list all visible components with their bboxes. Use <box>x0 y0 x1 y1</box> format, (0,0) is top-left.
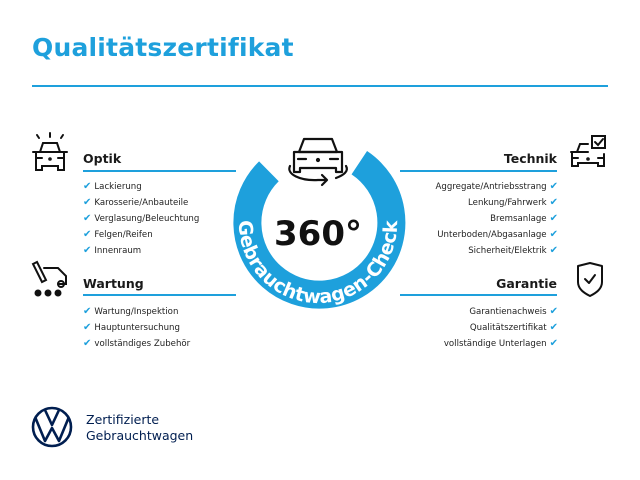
optik-heading: Optik <box>83 151 122 166</box>
title-divider <box>32 85 608 87</box>
garantie-list: Garantienachweis ✔ Qualitätszertifikat ✔ v… <box>444 304 558 352</box>
check-icon: ✔ <box>549 338 558 349</box>
optik-list: ✔ Lackierung ✔ Karosserie/Anbauteile ✔ Verg… <box>83 179 199 259</box>
check-icon: ✔ <box>549 197 558 208</box>
ring-arc <box>233 151 406 309</box>
car-lights-icon <box>32 132 68 171</box>
check-icon: ✔ <box>83 213 92 224</box>
check-360-badge: 360° Gebrauchtwagen-Check <box>233 137 406 309</box>
list-item: Aggregate/Antriebsstrang ✔ <box>435 181 558 192</box>
vw-logo <box>31 406 73 448</box>
optik-divider <box>83 170 236 172</box>
list-item: ✔ vollständiges Zubehör <box>83 338 191 349</box>
wartung-list: ✔ Wartung/Inspektion ✔ Hauptuntersuchung ✔… <box>83 304 190 352</box>
degrees-label: 360° <box>274 214 362 254</box>
list-item: Bremsanlage ✔ <box>490 213 558 224</box>
technik-divider <box>400 170 557 172</box>
check-icon: ✔ <box>83 322 92 333</box>
check-icon: ✔ <box>549 322 558 333</box>
brand-label: Zertifizierte Gebrauchtwagen <box>86 412 194 443</box>
page-title: Qualitätszertifikat <box>32 33 294 62</box>
list-item: ✔ Verglasung/Beleuchtung <box>83 213 200 224</box>
list-item: Garantienachweis ✔ <box>469 306 558 317</box>
check-icon: ✔ <box>549 306 558 317</box>
check-icon: ✔ <box>83 338 92 349</box>
check-icon: ✔ <box>83 181 92 192</box>
wartung-heading: Wartung <box>83 276 144 291</box>
list-item: ✔ Innenraum <box>83 245 142 256</box>
shield-check-icon <box>577 262 603 297</box>
check-icon: ✔ <box>549 213 558 224</box>
check-icon: ✔ <box>549 229 558 240</box>
garantie-divider <box>400 294 557 296</box>
garantie-heading: Garantie <box>496 276 557 291</box>
list-item: vollständige Unterlagen ✔ <box>443 338 558 349</box>
list-item: Unterboden/Abgasanlage ✔ <box>437 229 558 240</box>
list-item: ✔ Lackierung <box>83 181 142 192</box>
service-tools-icon <box>31 260 67 297</box>
check-icon: ✔ <box>549 245 558 256</box>
wartung-divider <box>83 294 236 296</box>
technik-heading: Technik <box>503 151 557 166</box>
check-icon: ✔ <box>83 197 92 208</box>
technik-list: Aggregate/Antriebsstrang ✔ Lenkung/Fahrwe… <box>436 179 558 259</box>
list-item: Lenkung/Fahrwerk ✔ <box>468 197 558 208</box>
check-icon: ✔ <box>549 181 558 192</box>
list-item: ✔ Felgen/Reifen <box>83 229 153 240</box>
list-item: Sicherheit/Elektrik ✔ <box>468 245 558 256</box>
list-item: ✔ Hauptuntersuchung <box>83 322 180 333</box>
car-rotate-icon <box>288 137 348 187</box>
check-icon: ✔ <box>83 229 92 240</box>
check-icon: ✔ <box>83 245 92 256</box>
list-item: ✔ Wartung/Inspektion <box>83 306 179 317</box>
check-icon: ✔ <box>83 306 92 317</box>
list-item: ✔ Karosserie/Anbauteile <box>83 197 189 208</box>
car-checkbox-icon <box>570 135 606 167</box>
list-item: Qualitätszertifikat ✔ <box>469 322 558 333</box>
